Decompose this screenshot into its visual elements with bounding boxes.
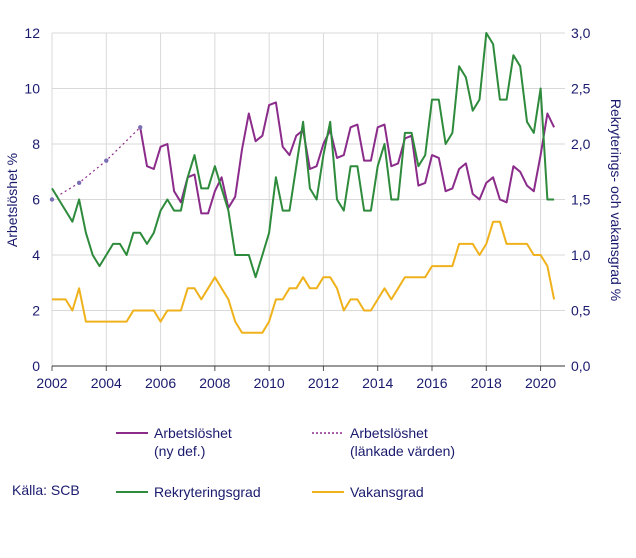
- y-left-tick-label: 2: [32, 303, 40, 319]
- series-layer: [49, 32, 556, 334]
- legend-label-recruitment-rate: Rekryteringsgrad: [154, 484, 261, 500]
- legend-label-unemployment-linked-sub: (länkade värden): [350, 443, 455, 459]
- y-left-tick-label: 0: [32, 358, 40, 374]
- series-point-linked: [138, 125, 143, 130]
- y-left-tick-label: 10: [24, 81, 40, 97]
- tick-labels: 0 0,0 2 0,5 4 1,0 6 1,5 8 2,0 10 2,5 12 3,0 2002 2004 20…: [24, 25, 590, 391]
- y-left-tick-label: 6: [32, 192, 40, 208]
- series-line-3: [52, 220, 556, 334]
- y-left-tick-label: 8: [32, 136, 40, 152]
- x-tick-label: 2006: [145, 375, 176, 391]
- x-tick-label: 2008: [199, 375, 230, 391]
- x-tick-label: 2012: [308, 375, 339, 391]
- y-right-tick-label: 1,0: [571, 247, 591, 263]
- x-tick-label: 2014: [362, 375, 393, 391]
- gridlines: [51, 32, 565, 367]
- y-left-axis-title: Arbetslöshet %: [4, 153, 20, 247]
- series-point-linked: [76, 180, 82, 186]
- y-right-tick-label: 0,5: [571, 303, 591, 319]
- legend-label-unemployment-linked: Arbetslöshet: [350, 425, 428, 441]
- series-point-linked: [104, 158, 109, 163]
- series-point-linked: [49, 197, 55, 202]
- y-left-tick-label: 4: [32, 247, 40, 263]
- x-tick-label: 2016: [416, 375, 447, 391]
- x-tick-label: 2004: [91, 375, 122, 391]
- y-right-tick-label: 2,0: [571, 136, 591, 152]
- legend-label-unemployment-new-sub: (ny def.): [154, 443, 205, 459]
- series-line-1: [51, 126, 141, 201]
- y-right-tick-label: 3,0: [571, 25, 591, 41]
- y-right-tick-label: 0,0: [571, 358, 591, 374]
- y-right-tick-label: 2,5: [571, 81, 591, 97]
- series-line-2: [51, 32, 555, 279]
- legend-label-vacancy-rate: Vakansgrad: [350, 484, 424, 500]
- x-tick-label: 2010: [254, 375, 285, 391]
- x-tick-label: 2002: [36, 375, 67, 391]
- y-right-tick-label: 1,5: [571, 192, 591, 208]
- y-left-tick-label: 12: [24, 25, 40, 41]
- y-right-axis-title: Rekryterings- och vakansgrad %: [608, 99, 624, 301]
- series-line-0: [139, 101, 555, 215]
- legend: Arbetslöshet (ny def.) Arbetslöshet (län…: [116, 425, 455, 500]
- legend-label-unemployment-new: Arbetslöshet: [154, 425, 232, 441]
- axes: [51, 365, 565, 371]
- source-note: Källa: SCB: [12, 482, 80, 498]
- x-tick-label: 2018: [471, 375, 502, 391]
- x-tick-label: 2020: [525, 375, 556, 391]
